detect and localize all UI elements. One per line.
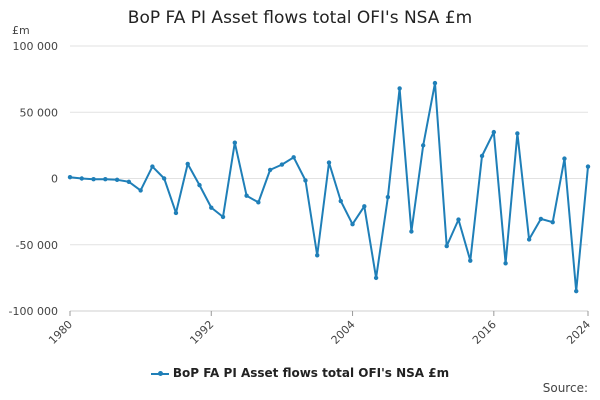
data-point xyxy=(220,214,226,220)
data-point xyxy=(185,161,190,167)
data-point xyxy=(432,80,438,86)
data-point xyxy=(444,243,449,249)
data-point xyxy=(173,210,179,216)
data-point xyxy=(550,220,555,225)
data-point xyxy=(209,205,214,210)
data-point xyxy=(420,143,426,148)
data-point xyxy=(538,216,544,222)
data-point xyxy=(291,155,296,160)
data-point xyxy=(244,193,249,198)
data-point xyxy=(468,258,473,263)
x-tick-label: 1992 xyxy=(187,318,216,347)
data-point xyxy=(397,86,402,91)
y-tick-label: 0 xyxy=(51,173,58,186)
x-tick-label: 2024 xyxy=(564,318,593,347)
data-point xyxy=(232,140,238,145)
data-point xyxy=(103,176,108,182)
data-point xyxy=(456,217,461,222)
data-point xyxy=(197,182,202,188)
data-point xyxy=(350,222,355,227)
chart-legend: BoP FA PI Asset flows total OFI's NSA £m xyxy=(0,366,600,380)
y-tick-label: -100 000 xyxy=(9,305,58,318)
data-point xyxy=(79,176,84,181)
legend-line-marker-icon xyxy=(150,370,169,376)
data-point xyxy=(562,156,567,161)
y-tick-label: 100 000 xyxy=(13,40,59,53)
series-line xyxy=(69,82,589,293)
data-point xyxy=(585,164,591,169)
data-point xyxy=(373,275,379,281)
data-point xyxy=(409,229,414,234)
data-point xyxy=(303,178,308,183)
data-point xyxy=(161,176,167,181)
data-point xyxy=(315,253,320,258)
x-tick-label: 1980 xyxy=(46,318,75,347)
data-point xyxy=(126,179,132,185)
data-point xyxy=(67,174,73,180)
data-point xyxy=(150,164,155,169)
data-point xyxy=(479,153,485,159)
y-axis-unit-label: £m xyxy=(12,24,30,37)
data-point xyxy=(503,261,508,266)
x-tick-label: 2004 xyxy=(329,318,358,347)
data-point xyxy=(279,162,285,167)
data-point xyxy=(515,131,520,136)
data-point xyxy=(574,288,579,294)
data-point xyxy=(138,188,143,193)
source-label: Source: xyxy=(542,381,588,395)
y-tick-label: -50 000 xyxy=(16,239,58,252)
chart-title: BoP FA PI Asset flows total OFI's NSA £m xyxy=(127,8,473,28)
data-point xyxy=(114,177,120,183)
data-point xyxy=(362,204,367,209)
y-tick-label: 50 000 xyxy=(20,106,59,119)
data-point xyxy=(338,198,343,204)
data-point xyxy=(326,160,332,165)
legend-label: BoP FA PI Asset flows total OFI's NSA £m xyxy=(172,366,450,380)
data-point xyxy=(526,237,532,242)
data-point xyxy=(256,200,261,205)
data-point xyxy=(91,176,96,182)
data-point xyxy=(385,194,391,200)
x-tick-label: 2016 xyxy=(470,318,499,347)
data-point xyxy=(267,167,273,173)
data-point xyxy=(491,129,497,135)
